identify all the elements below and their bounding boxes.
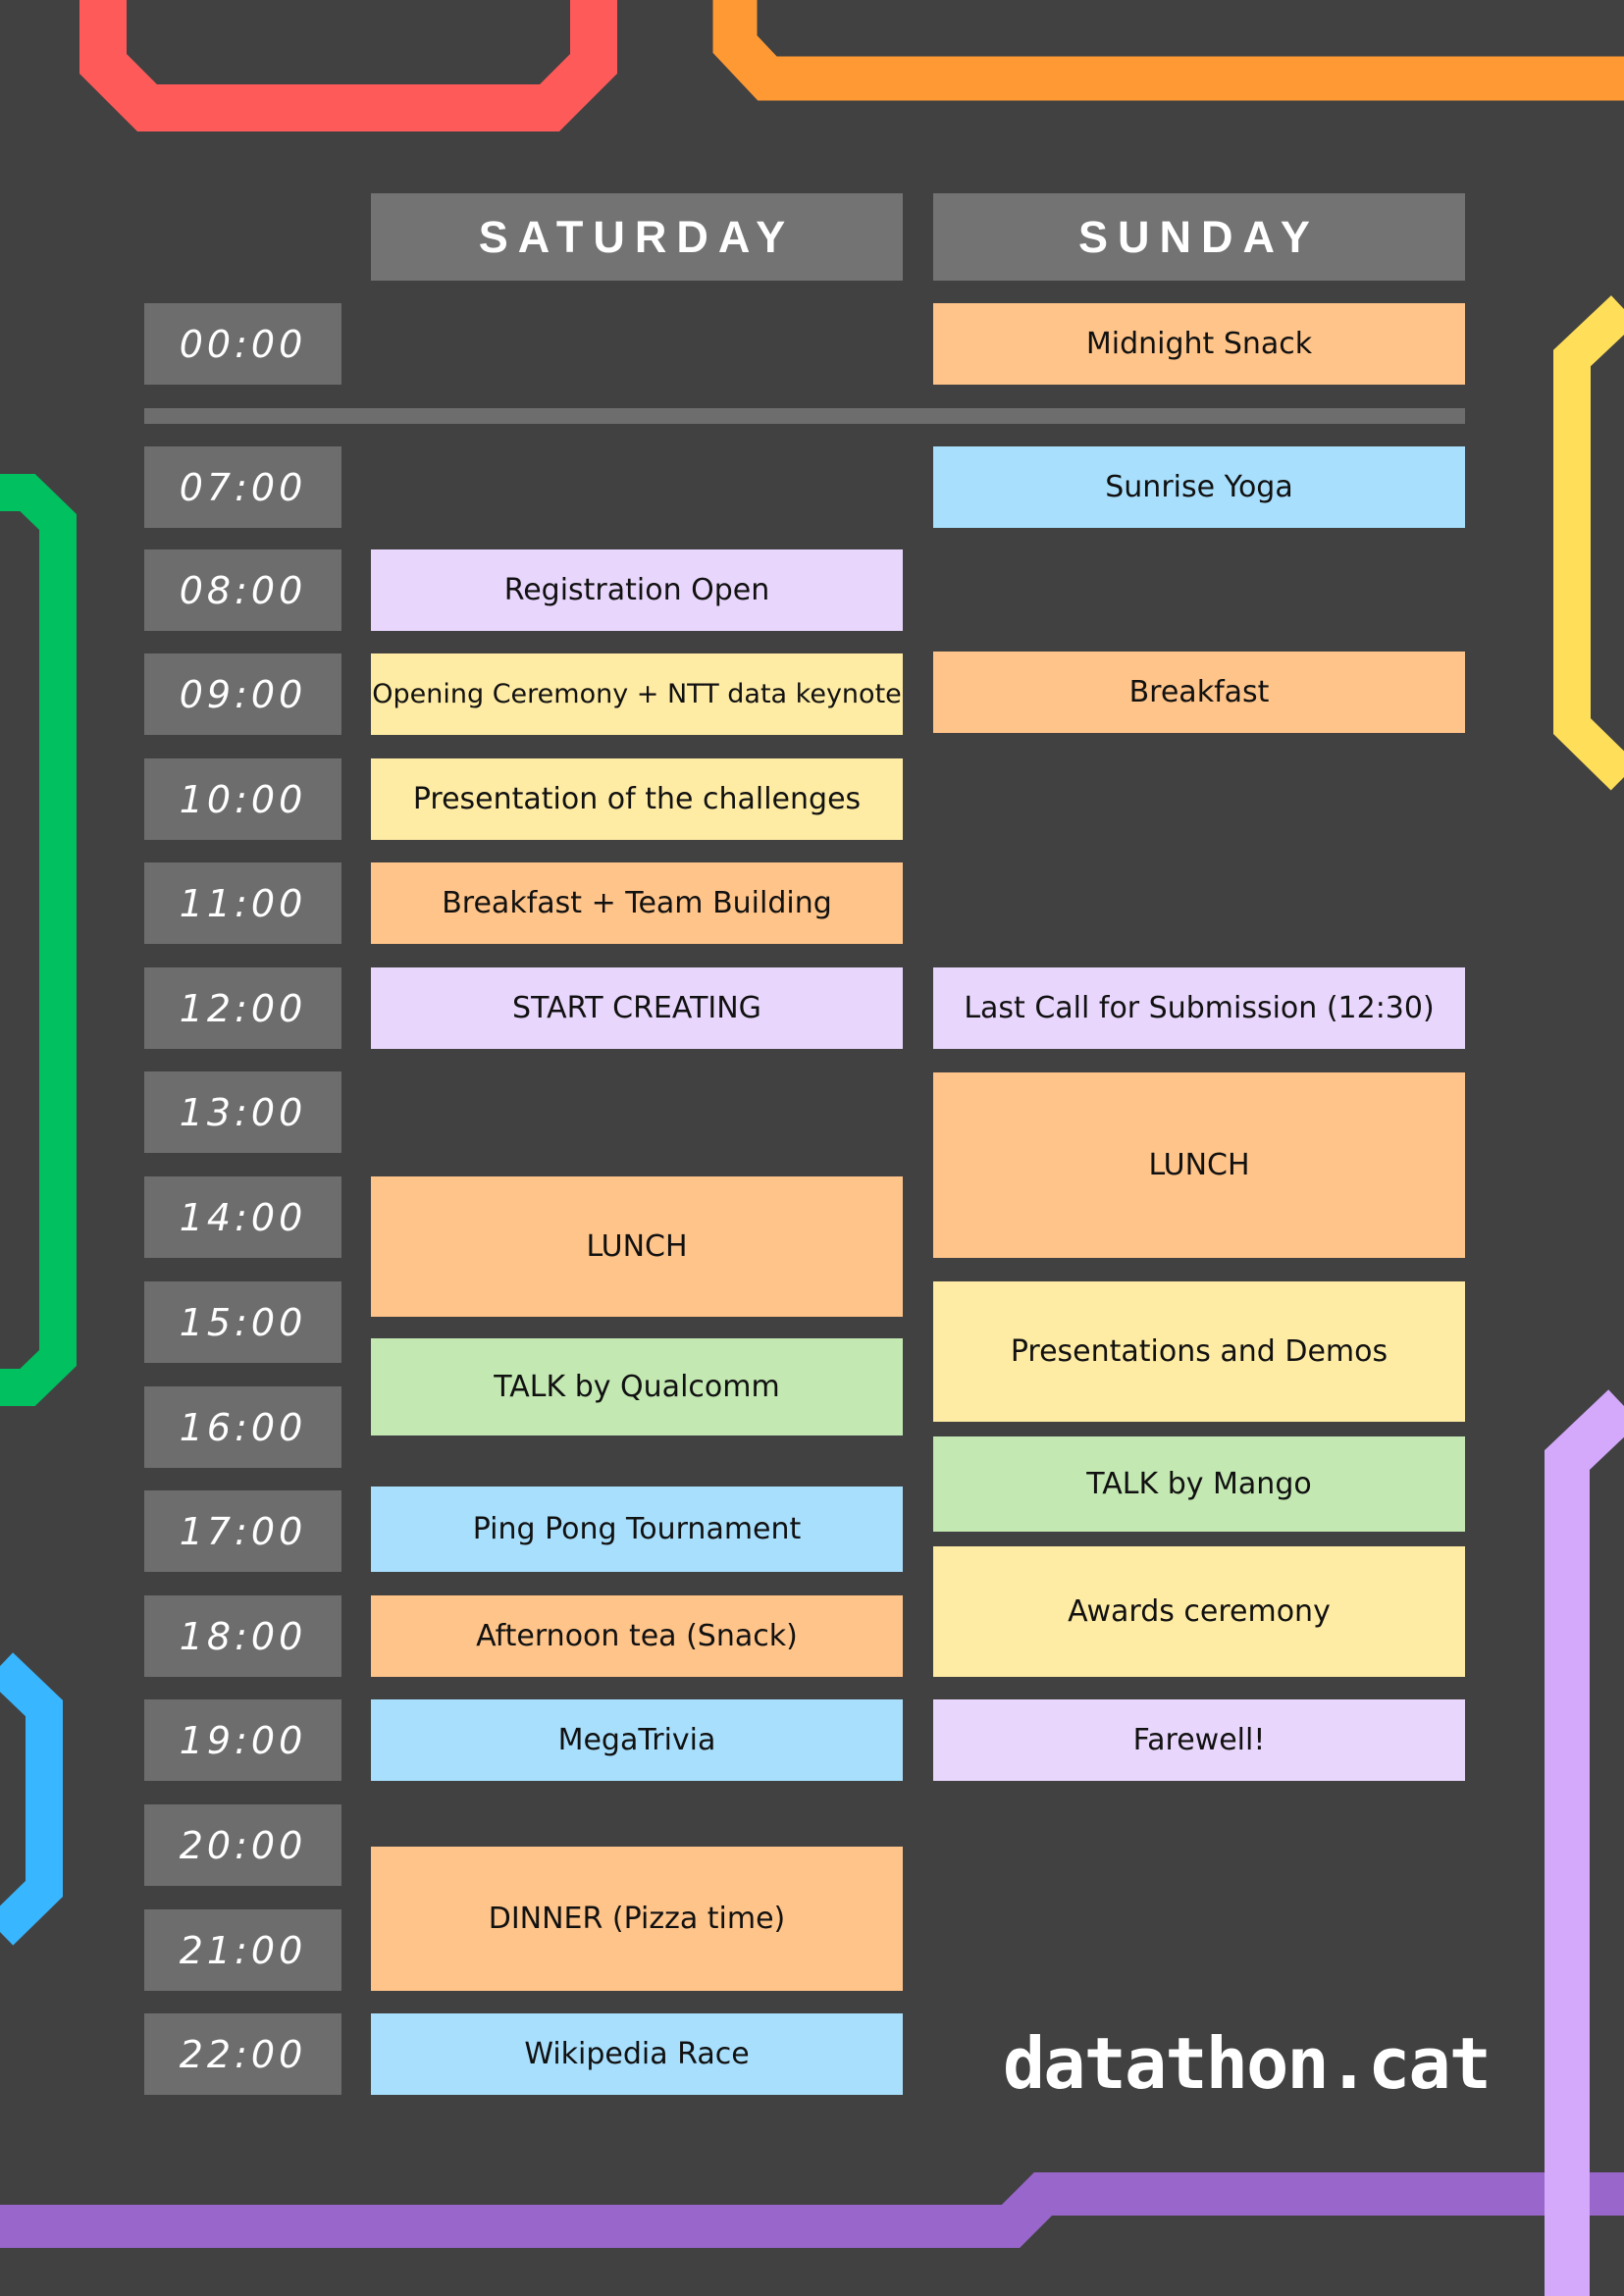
saturday-event: Wikipedia Race (371, 2013, 903, 2095)
datathon-logo: datathon.cat (1002, 2022, 1492, 2105)
time-slot: 20:00 (144, 1804, 341, 1886)
sunday-event: Farewell! (933, 1699, 1465, 1781)
time-slot: 10:00 (144, 758, 341, 840)
saturday-event: DINNER (Pizza time) (371, 1847, 903, 1991)
time-slot: 00:00 (144, 303, 341, 385)
sunday-header: SUNDAY (933, 193, 1465, 281)
time-slot: 19:00 (144, 1699, 341, 1781)
time-slot: 21:00 (144, 1909, 341, 1991)
time-slot: 13:00 (144, 1071, 341, 1153)
saturday-event: Presentation of the challenges (371, 758, 903, 840)
sunday-event: TALK by Mango (933, 1436, 1465, 1532)
night-break-divider (144, 408, 1465, 424)
saturday-header: SATURDAY (371, 193, 903, 281)
time-slot: 08:00 (144, 549, 341, 631)
time-slot: 22:00 (144, 2013, 341, 2095)
time-slot: 09:00 (144, 653, 341, 735)
saturday-event: Afternoon tea (Snack) (371, 1595, 903, 1677)
time-slot: 07:00 (144, 446, 341, 528)
sunday-event: Sunrise Yoga (933, 446, 1465, 528)
lilac-right-line (1545, 1389, 1624, 2296)
purple-bottom-line (0, 2172, 1624, 2248)
sunday-event: Last Call for Submission (12:30) (933, 967, 1465, 1049)
blue-left-line (0, 1652, 63, 1946)
time-slot: 15:00 (144, 1281, 341, 1363)
saturday-event: Ping Pong Tournament (371, 1487, 903, 1572)
time-slot: 18:00 (144, 1595, 341, 1677)
sunday-event: Awards ceremony (933, 1546, 1465, 1677)
saturday-event: LUNCH (371, 1176, 903, 1317)
time-slot: 17:00 (144, 1490, 341, 1572)
sunday-event: Midnight Snack (933, 303, 1465, 385)
saturday-event: Breakfast + Team Building (371, 862, 903, 944)
time-slot: 12:00 (144, 967, 341, 1049)
saturday-event: TALK by Qualcomm (371, 1338, 903, 1435)
red-corner-line (79, 0, 617, 131)
orange-top-line (712, 0, 1624, 101)
saturday-event: Opening Ceremony + NTT data keynote (371, 653, 903, 735)
saturday-event: Registration Open (371, 549, 903, 631)
sunday-event: LUNCH (933, 1072, 1465, 1258)
sunday-event: Presentations and Demos (933, 1281, 1465, 1422)
yellow-right-line (1553, 295, 1624, 791)
time-slot: 14:00 (144, 1176, 341, 1258)
green-left-line (0, 474, 77, 1406)
sunday-event: Breakfast (933, 652, 1465, 733)
time-slot: 11:00 (144, 862, 341, 944)
saturday-event: START CREATING (371, 967, 903, 1049)
saturday-event: MegaTrivia (371, 1699, 903, 1781)
time-slot: 16:00 (144, 1386, 341, 1468)
